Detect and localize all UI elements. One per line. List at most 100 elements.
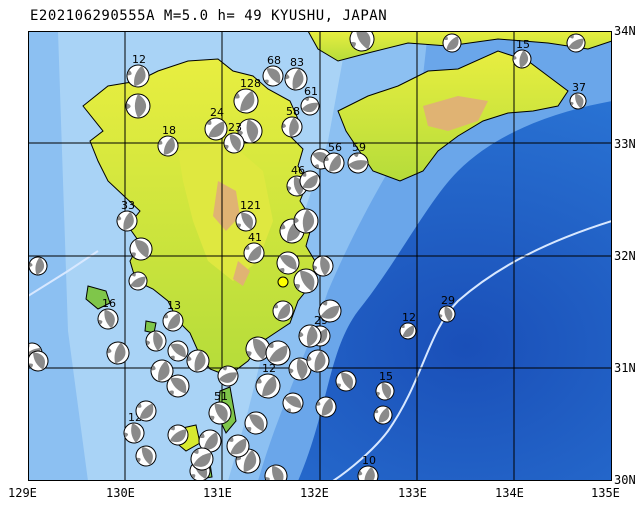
focal-mechanism-ball (167, 340, 189, 362)
event-number-label: 18 (162, 124, 176, 137)
event-number-label: 37 (572, 81, 586, 94)
focal-mechanism-ball (276, 251, 300, 275)
focal-mechanism-ball (282, 392, 304, 414)
focal-mechanism-ball (244, 411, 268, 435)
lat-label-32: 32N (614, 249, 636, 263)
lon-label-129: 129E (8, 486, 37, 500)
lat-label-31: 31N (614, 361, 636, 375)
event-number-label: 56 (328, 141, 342, 154)
map-canvas: 1247371535371286883611824235856594612141… (28, 31, 612, 481)
focal-mechanism-ball (129, 237, 153, 261)
event-number-label: 12 (402, 311, 416, 324)
event-number-label: 29 (441, 294, 455, 307)
focal-mechanism-ball (186, 349, 210, 373)
focal-mechanisms: 1247371535371286883611824235856594612141… (28, 31, 587, 481)
focal-mechanism-ball (150, 359, 174, 383)
map-frame (28, 31, 612, 481)
event-number-label: 61 (304, 85, 318, 98)
lat-label-34: 34N (614, 24, 636, 38)
event-number-label: 10 (362, 454, 376, 467)
focal-mechanism-ball (128, 271, 148, 291)
lon-label-133: 133E (398, 486, 427, 500)
focal-mechanism-ball (235, 210, 257, 232)
focal-mechanism-ball (198, 429, 222, 453)
focal-mechanism-ball (284, 67, 308, 91)
focal-mechanism-ball (442, 33, 462, 53)
focal-mechanism-ball (190, 447, 214, 471)
event-number-label: 41 (248, 231, 262, 244)
event-number-label: 59 (352, 141, 366, 154)
event-number-label: 24 (210, 106, 224, 119)
focal-mechanism-ball (204, 117, 228, 141)
focal-mechanism-ball (167, 424, 189, 446)
event-number-label: 35 (570, 31, 584, 35)
focal-mechanism-ball (312, 255, 334, 277)
focal-mechanism-ball (306, 349, 330, 373)
focal-mechanism-ball (512, 49, 532, 69)
focal-mechanism-ball (157, 135, 179, 157)
focal-mechanism-ball (315, 396, 337, 418)
okinawa-trough (28, 250, 99, 297)
focal-mechanism-ball (399, 322, 417, 340)
focal-mechanism-ball (293, 208, 319, 234)
event-number-label: 83 (290, 56, 304, 69)
event-number-label: 13 (167, 299, 181, 312)
nankai-trench (332, 220, 612, 481)
event-number-label: 15 (516, 38, 530, 51)
event-number-label: 23 (228, 121, 242, 134)
event-number-label: 12 (132, 53, 146, 66)
focal-mechanism-ball (298, 324, 322, 348)
lon-label-130: 130E (106, 486, 135, 500)
event-title: E202106290555A M=5.0 h= 49 KYUSHU, JAPAN (30, 8, 388, 24)
focal-mechanism-ball (116, 210, 138, 232)
event-number-label: 46 (291, 164, 305, 177)
lon-label-135: 135E (591, 486, 620, 500)
focal-mechanism-ball (281, 116, 303, 138)
focal-mechanism-ball (265, 340, 291, 366)
focal-mechanism-ball (123, 422, 145, 444)
event-number-label: 128 (240, 77, 261, 90)
event-number-label: 68 (267, 54, 281, 67)
focal-mechanism-ball (375, 381, 395, 401)
focal-mechanism-ball (135, 400, 157, 422)
focal-mechanism-ball (347, 152, 369, 174)
focal-mechanism-ball (318, 299, 342, 323)
focal-mechanism-ball (262, 65, 284, 87)
focal-mechanism-ball (237, 118, 263, 144)
event-number-label: 33 (121, 199, 135, 212)
event-number-label: 15 (379, 370, 393, 383)
focal-mechanism-ball (217, 365, 239, 387)
focal-mechanism-ball (97, 308, 119, 330)
focal-mechanism-ball (299, 170, 321, 192)
focal-mechanism-ball (106, 341, 130, 365)
event-number-label: 12 (262, 362, 276, 375)
goto-islands (85, 285, 111, 310)
focal-mechanism-ball (245, 336, 271, 362)
shikoku-highlands (423, 96, 488, 131)
epicenter-marker (277, 276, 289, 288)
focal-mechanism-ball (293, 268, 319, 294)
lon-label-132: 132E (300, 486, 329, 500)
event-number-label: 37 (446, 31, 460, 35)
event-number-label: 121 (240, 199, 261, 212)
focal-mechanism-ball (166, 374, 190, 398)
focal-mechanism-ball (243, 242, 265, 264)
event-number-label: 58 (286, 105, 300, 118)
lon-label-134: 134E (495, 486, 524, 500)
lat-label-30: 30N (614, 473, 636, 487)
lon-label-131: 131E (203, 486, 232, 500)
focal-mechanism-ball (438, 305, 456, 323)
focal-mechanism-ball (28, 256, 48, 276)
focal-mechanism-ball (223, 132, 245, 154)
focal-mechanism-ball (323, 152, 345, 174)
focal-mechanism-ball (569, 92, 587, 110)
focal-mechanism-ball (255, 373, 281, 399)
focal-mechanism-ball (233, 88, 259, 114)
focal-mechanism-ball (349, 31, 375, 52)
focal-mechanism-ball (208, 401, 232, 425)
focal-mechanism-ball (264, 464, 288, 481)
focal-mechanism-ball (300, 96, 320, 116)
focal-mechanism-ball (125, 93, 151, 119)
event-number-label: 51 (214, 390, 228, 403)
